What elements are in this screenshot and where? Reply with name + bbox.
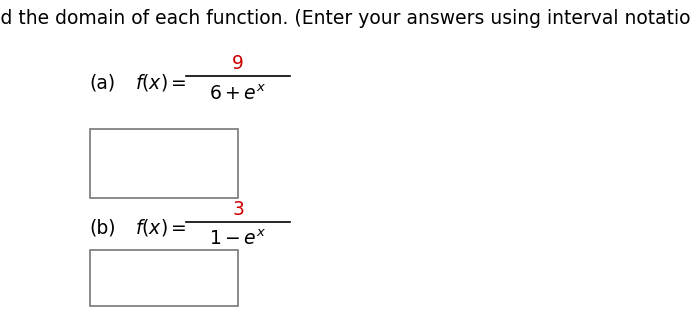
Text: $1-e^{x}$: $1-e^{x}$ [210, 230, 266, 249]
Text: 3: 3 [232, 200, 244, 218]
Text: (a): (a) [90, 73, 116, 92]
Bar [90, 250, 238, 306]
Text: Find the domain of each function. (Enter your answers using interval notation.): Find the domain of each function. (Enter… [0, 9, 690, 28]
Text: 9: 9 [232, 55, 244, 73]
Text: $f(x)=$: $f(x)=$ [135, 217, 186, 238]
Text: $6+e^{x}$: $6+e^{x}$ [210, 85, 266, 104]
Bar [90, 129, 238, 198]
Text: (b): (b) [90, 218, 116, 237]
Text: $f(x)=$: $f(x)=$ [135, 72, 186, 93]
